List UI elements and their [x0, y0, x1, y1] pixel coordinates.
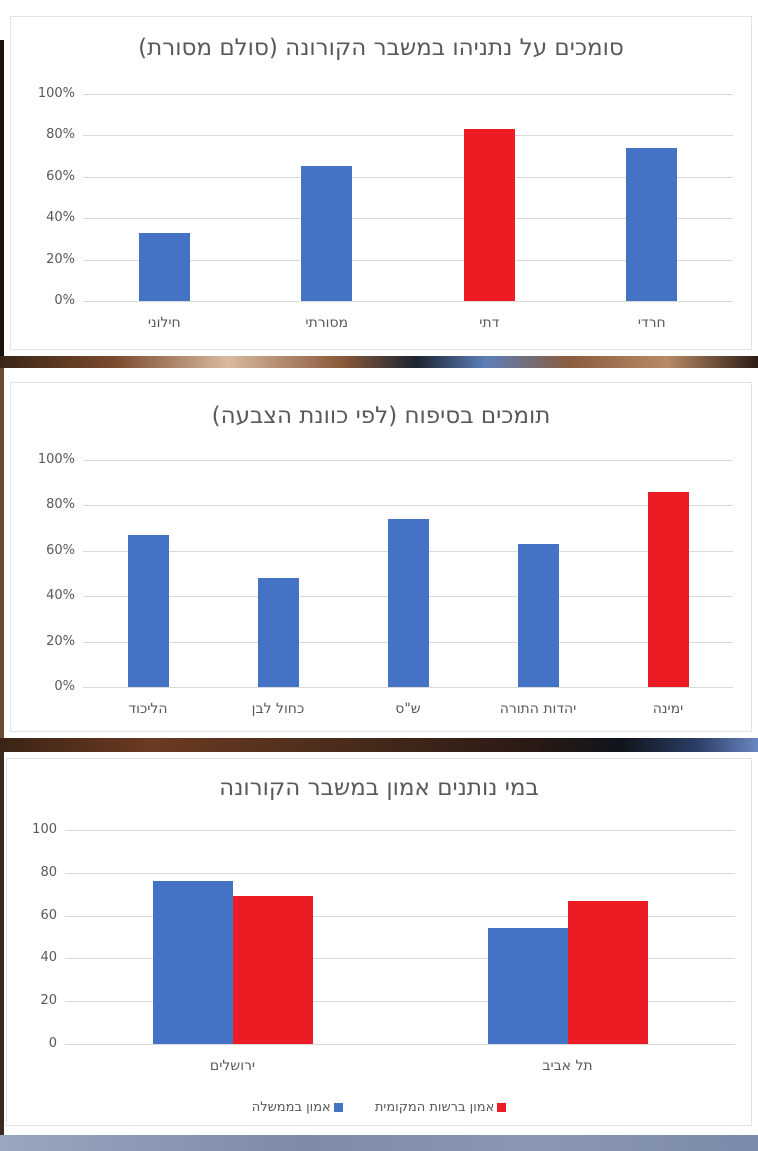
- gridline: [65, 915, 735, 917]
- y-tick-label: 80%: [46, 497, 75, 513]
- plot-area: [83, 94, 733, 302]
- x-tick-label: תל אביב: [542, 1058, 593, 1074]
- legend-swatch-blue: [333, 1103, 343, 1112]
- bar-local-authority: [232, 896, 313, 1044]
- y-tick-label: 60: [40, 907, 57, 923]
- gridline: [83, 687, 733, 688]
- bar: [387, 519, 429, 687]
- gridline: [65, 1001, 735, 1003]
- gridline: [65, 872, 735, 874]
- bar: [257, 578, 299, 687]
- y-tick-label: 20%: [46, 633, 75, 649]
- y-tick-label: 100: [32, 822, 57, 837]
- gridline: [65, 1044, 735, 1045]
- gridline: [83, 135, 733, 137]
- gridline: [83, 176, 733, 178]
- x-tick-label: ימינה: [652, 701, 684, 717]
- bar-local-authority: [567, 900, 648, 1044]
- x-tick-label: מסורתי: [305, 315, 349, 331]
- legend-swatch-red: [497, 1103, 507, 1112]
- left-edge-stripe: [0, 368, 4, 738]
- bar: [647, 491, 689, 687]
- x-tick-label: הליכוד: [128, 701, 168, 717]
- bar: [127, 534, 169, 687]
- y-tick-label: 80%: [46, 127, 75, 143]
- y-tick-label: 80: [40, 864, 57, 880]
- gridline: [83, 505, 733, 507]
- chart-title: תומכים בסיפוח (לפי כוונת הצבעה): [211, 403, 551, 429]
- gridline: [83, 301, 733, 302]
- bar: [463, 129, 515, 301]
- plot-area: [65, 830, 735, 1045]
- bar-government: [487, 928, 568, 1044]
- x-tick-label: דתי: [479, 315, 500, 331]
- left-edge-stripe: [0, 40, 4, 356]
- gridline: [83, 259, 733, 261]
- photo-strip-1: [0, 356, 758, 368]
- chart-legend: אמון ברשות המקומית אמון בממשלה: [7, 1100, 751, 1116]
- left-edge-stripe: [0, 752, 4, 1135]
- x-tick-label: חרדי: [637, 315, 666, 331]
- legend-label: אמון ברשות המקומית: [374, 1100, 495, 1115]
- chart-panel-trust-government-vs-local: במי נותנים אמון במשבר הקורונה 0 20 40 60 80 1…: [6, 758, 752, 1126]
- bar: [517, 544, 559, 687]
- legend-item-local-authority: אמון ברשות המקומית: [374, 1100, 507, 1115]
- y-tick-label: 40%: [46, 210, 75, 226]
- bar: [301, 166, 353, 301]
- y-tick-label: 60%: [46, 542, 75, 558]
- photo-strip-2: [0, 738, 758, 752]
- y-tick-label: 40%: [46, 588, 75, 604]
- y-tick-label: 60%: [46, 168, 75, 184]
- photo-strip-3: [0, 1135, 758, 1151]
- y-tick-label: 20%: [46, 251, 75, 267]
- x-tick-label: כחול לבן: [251, 701, 305, 717]
- gridline: [83, 218, 733, 220]
- bar: [626, 147, 678, 301]
- chart-panel-annexation-support-by-vote: תומכים בסיפוח (לפי כוונת הצבעה) 0% 20% 40%…: [10, 382, 752, 732]
- x-tick-label: ש"ס: [395, 701, 421, 717]
- y-tick-label: 20: [40, 993, 57, 1009]
- x-tick-label: ירושלים: [209, 1058, 256, 1074]
- y-tick-label: 40: [40, 950, 57, 966]
- gridline: [83, 94, 733, 95]
- y-tick-label: 100%: [37, 86, 75, 101]
- chart-title: סומכים על נתניהו במשבר הקורונה (סולם מסו…: [138, 35, 624, 61]
- y-tick-label: 0%: [54, 679, 75, 694]
- plot-area: [83, 460, 733, 688]
- y-tick-label: 0: [48, 1036, 57, 1051]
- gridline: [83, 460, 733, 461]
- y-tick-label: 100%: [37, 452, 75, 467]
- x-tick-label: יהדות התורה: [499, 701, 577, 717]
- legend-label: אמון בממשלה: [251, 1100, 331, 1115]
- bar-government: [152, 881, 233, 1044]
- chart-panel-trust-netanyahu-by-religiosity: סומכים על נתניהו במשבר הקורונה (סולם מסו…: [10, 16, 752, 350]
- gridline: [65, 830, 735, 831]
- legend-item-government: אמון בממשלה: [252, 1100, 343, 1115]
- x-tick-label: חילוני: [147, 315, 181, 331]
- chart-title: במי נותנים אמון במשבר הקורונה: [219, 775, 539, 801]
- bar: [138, 232, 190, 301]
- y-tick-label: 0%: [54, 293, 75, 308]
- gridline: [65, 958, 735, 960]
